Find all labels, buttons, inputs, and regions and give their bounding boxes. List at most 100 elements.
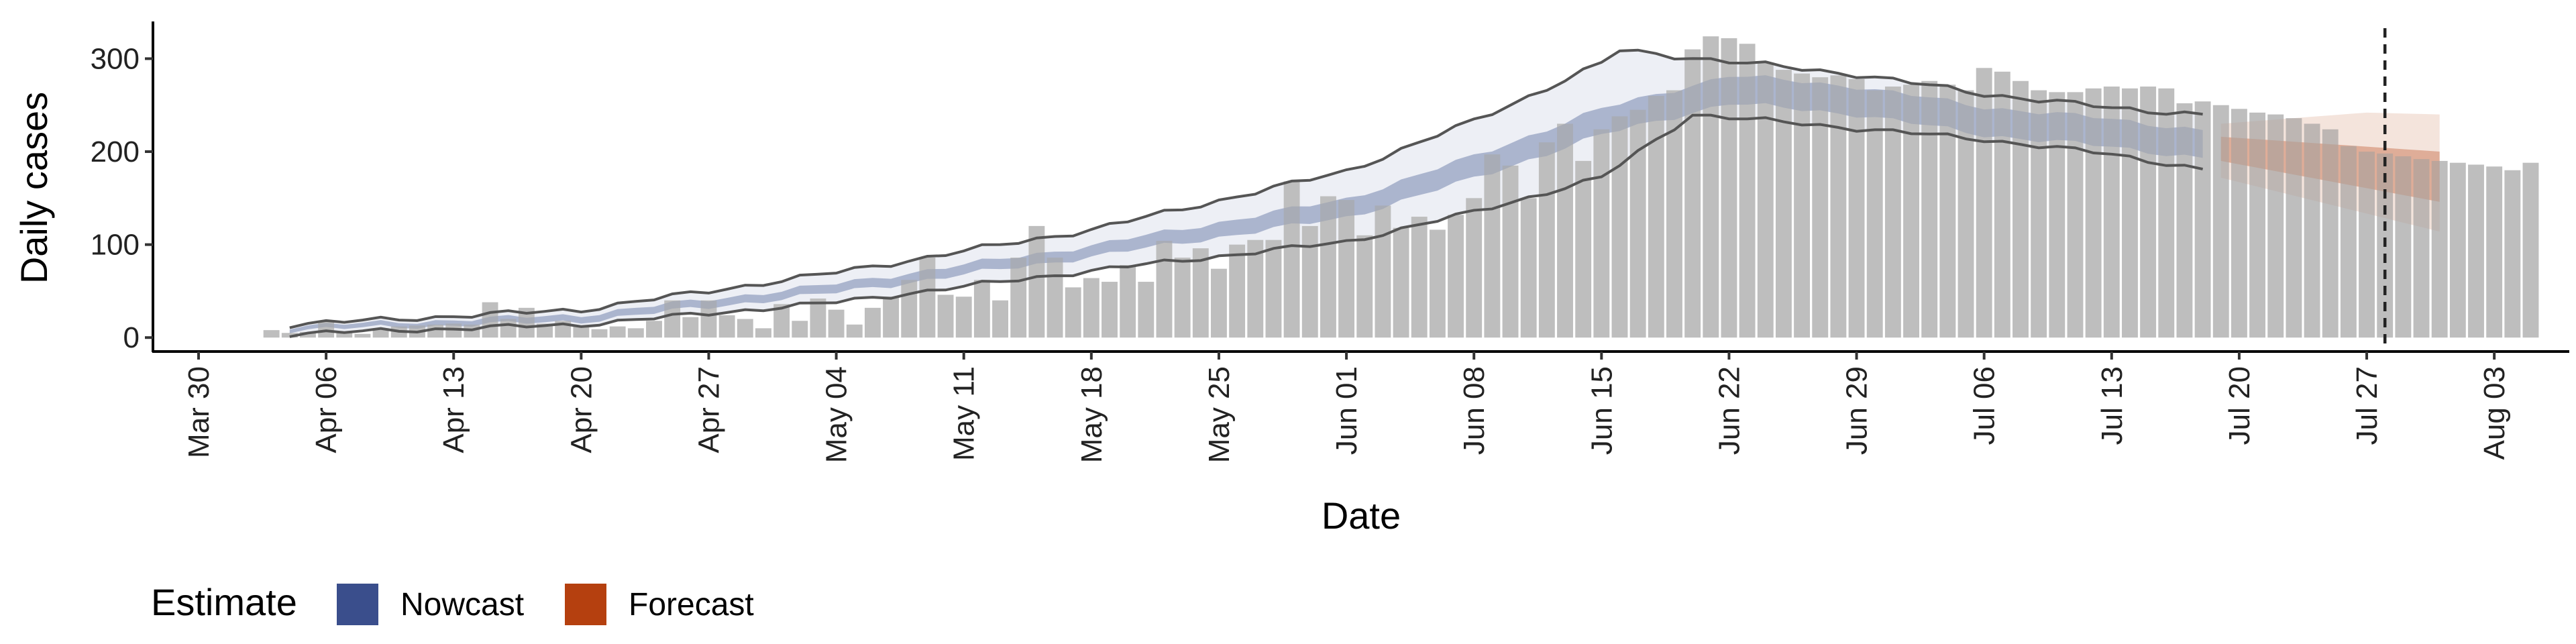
y-tick-label: 0 [123,321,140,354]
legend-swatch-nowcast [337,584,378,625]
x-tick-label: Jun 01 [1330,366,1363,455]
x-axis-ticks: Mar 30 Apr 06 Apr 13 Apr 20 Apr 27 May 04 May … [182,352,2511,463]
case-bar [609,326,626,338]
x-tick-label: Apr 06 [310,366,343,453]
x-axis-title: Date [1322,494,1401,537]
y-tick-label: 300 [91,42,140,75]
case-bar [2049,92,2065,338]
case-bar [591,329,608,338]
case-bar [664,300,681,338]
case-bar [1211,268,1227,338]
x-tick-label: May 25 [1203,366,1236,463]
nowcast-upper-line [289,48,2203,329]
x-tick-label: Apr 20 [565,366,598,453]
case-bar [773,304,790,338]
case-bar [2122,88,2138,338]
case-bar [1848,78,1865,338]
case-bar [2031,90,2047,338]
case-bar [1903,85,1919,338]
legend-label-nowcast: Nowcast [400,587,524,623]
x-tick-label: Aug 03 [2478,366,2511,460]
case-bar [755,328,771,338]
case-bar [627,328,644,338]
x-tick-label: Jul 27 [2351,366,2383,445]
case-bar [2449,162,2466,338]
case-bar [2322,129,2339,338]
case-bar [1102,282,1118,338]
case-bar [1830,75,1847,338]
case-bar [500,319,517,338]
case-bar [937,294,954,338]
case-bar [2286,118,2302,338]
case-bar [901,280,918,338]
case-bar [1429,229,1446,338]
y-tick-label: 100 [91,229,140,262]
case-bar [846,324,863,338]
case-bar [2140,87,2157,338]
case-bar [2067,92,2084,338]
case-bar [281,333,298,338]
x-tick-label: May 04 [820,366,853,463]
case-bar [1411,217,1428,338]
case-bar [973,280,990,338]
case-bar [1283,181,1300,338]
case-bar [2522,162,2539,338]
case-bar [1229,244,1246,338]
case-bar [1739,44,1756,338]
legend-title: Estimate [151,581,297,623]
case-bar [2176,103,2193,338]
x-tick-label: Jun 15 [1585,366,1618,455]
case-bar [955,297,972,338]
x-tick-label: Jul 20 [2223,366,2256,445]
case-bar [1684,49,1701,338]
case-bar [2249,112,2266,338]
case-bar [2504,170,2521,338]
case-bar [1046,258,1063,338]
case-bar [864,307,881,338]
case-bar [445,323,462,338]
case-bar [810,299,826,338]
legend-label-forecast: Forecast [629,587,754,623]
case-bar [2468,164,2484,338]
case-bar [1884,87,1901,338]
case-bar [682,317,699,338]
case-bar [372,328,389,338]
case-bar [1611,116,1628,338]
case-bar [336,331,353,338]
case-bar [1648,95,1664,338]
case-bar [1538,142,1555,338]
case-bar [1502,165,1519,338]
case-bar [1120,265,1136,338]
case-bar [1757,62,1774,338]
case-bar [2486,166,2503,338]
case-bar [1320,196,1336,338]
case-bar [518,307,535,338]
case-bar [1174,258,1191,338]
case-bar [1265,239,1282,338]
case-bar [318,321,335,338]
case-bar [2359,152,2375,338]
x-tick-label: Apr 27 [692,366,725,453]
case-bar [646,321,662,338]
case-bars [263,36,2539,338]
x-tick-label: May 11 [948,366,981,461]
case-bar [1575,160,1592,338]
y-axis-ticks: 0 100 200 300 [91,42,153,354]
case-bar [300,331,316,338]
case-bar [2158,88,2175,338]
case-bar [919,258,936,338]
x-tick-label: Jun 29 [1841,366,1874,455]
y-axis-title: Daily cases [13,92,55,284]
case-bar [1775,70,1792,338]
case-bar [2231,109,2247,338]
legend: Estimate Nowcast Forecast [151,581,754,625]
legend-swatch-forecast [565,584,606,625]
case-bar [992,300,1008,338]
case-bar [2340,146,2357,338]
case-bar [1010,258,1027,338]
case-bar [1448,215,1464,338]
x-tick-label: Apr 13 [437,366,470,453]
x-tick-label: Jul 06 [1968,366,2001,445]
case-bar [2212,105,2229,338]
case-bar [1156,241,1173,338]
